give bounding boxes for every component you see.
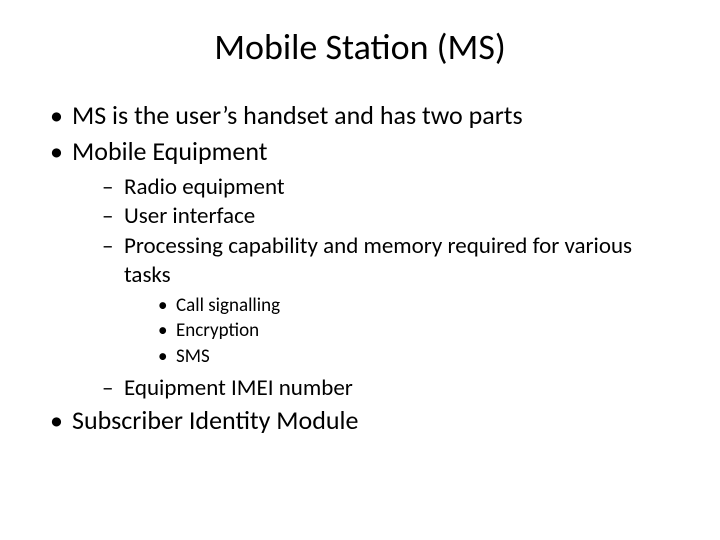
list-item: SMS bbox=[158, 345, 680, 370]
list-item: Processing capability and memory require… bbox=[102, 232, 680, 370]
bullet-list-level2: Radio equipment User interface Processin… bbox=[72, 173, 680, 403]
list-item: Equipment IMEI number bbox=[102, 374, 680, 403]
list-item: MS is the user’s handset and has two par… bbox=[50, 99, 680, 133]
bullet-text: Call signalling bbox=[176, 294, 280, 317]
list-item: Call signalling bbox=[158, 294, 680, 319]
bullet-text: SMS bbox=[176, 345, 210, 368]
list-item: Encryption bbox=[158, 319, 680, 344]
slide-title: Mobile Station (MS) bbox=[40, 25, 680, 69]
bullet-list-level1: MS is the user’s handset and has two par… bbox=[40, 99, 680, 438]
bullet-list-level3: Call signalling Encryption SMS bbox=[124, 294, 680, 370]
bullet-text: User interface bbox=[124, 202, 255, 230]
list-item: Radio equipment bbox=[102, 173, 680, 202]
bullet-text: Mobile Equipment bbox=[72, 135, 267, 167]
bullet-text: Radio equipment bbox=[124, 173, 285, 201]
bullet-text: Processing capability and memory require… bbox=[124, 232, 632, 289]
bullet-text: Encryption bbox=[176, 319, 259, 342]
list-item: Subscriber Identity Module bbox=[50, 404, 680, 438]
bullet-text: MS is the user’s handset and has two par… bbox=[72, 99, 523, 131]
list-item: Mobile Equipment Radio equipment User in… bbox=[50, 135, 680, 403]
list-item: User interface bbox=[102, 202, 680, 231]
bullet-text: Equipment IMEI number bbox=[124, 374, 353, 402]
bullet-text: Subscriber Identity Module bbox=[72, 404, 358, 436]
